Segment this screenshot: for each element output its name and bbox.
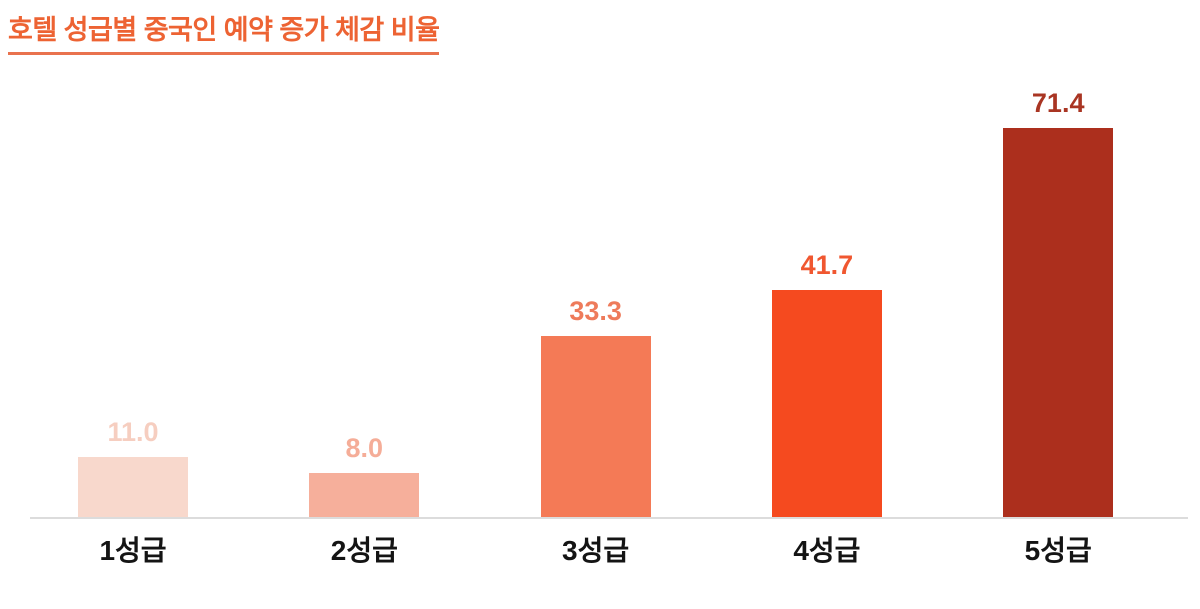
bar bbox=[771, 290, 882, 517]
bar bbox=[540, 336, 651, 517]
chart-title: 호텔 성급별 중국인 예약 증가 체감 비율 bbox=[8, 8, 440, 55]
category-label: 3성급 bbox=[562, 535, 630, 566]
category-label: 4성급 bbox=[793, 535, 861, 566]
bar bbox=[78, 457, 188, 517]
bar-value-label: 71.4 bbox=[1031, 88, 1085, 118]
bar-value-label: 41.7 bbox=[800, 250, 854, 280]
bar bbox=[1003, 128, 1114, 517]
x-axis-line bbox=[30, 517, 1188, 519]
bar-value-label: 33.3 bbox=[569, 296, 622, 326]
category-label: 2성급 bbox=[330, 535, 398, 566]
category-label: 1성급 bbox=[99, 535, 167, 566]
category-label: 5성급 bbox=[1024, 535, 1092, 566]
bar-value-label: 11.0 bbox=[107, 417, 159, 447]
bar bbox=[309, 473, 420, 517]
bar-value-label: 8.0 bbox=[345, 433, 384, 463]
